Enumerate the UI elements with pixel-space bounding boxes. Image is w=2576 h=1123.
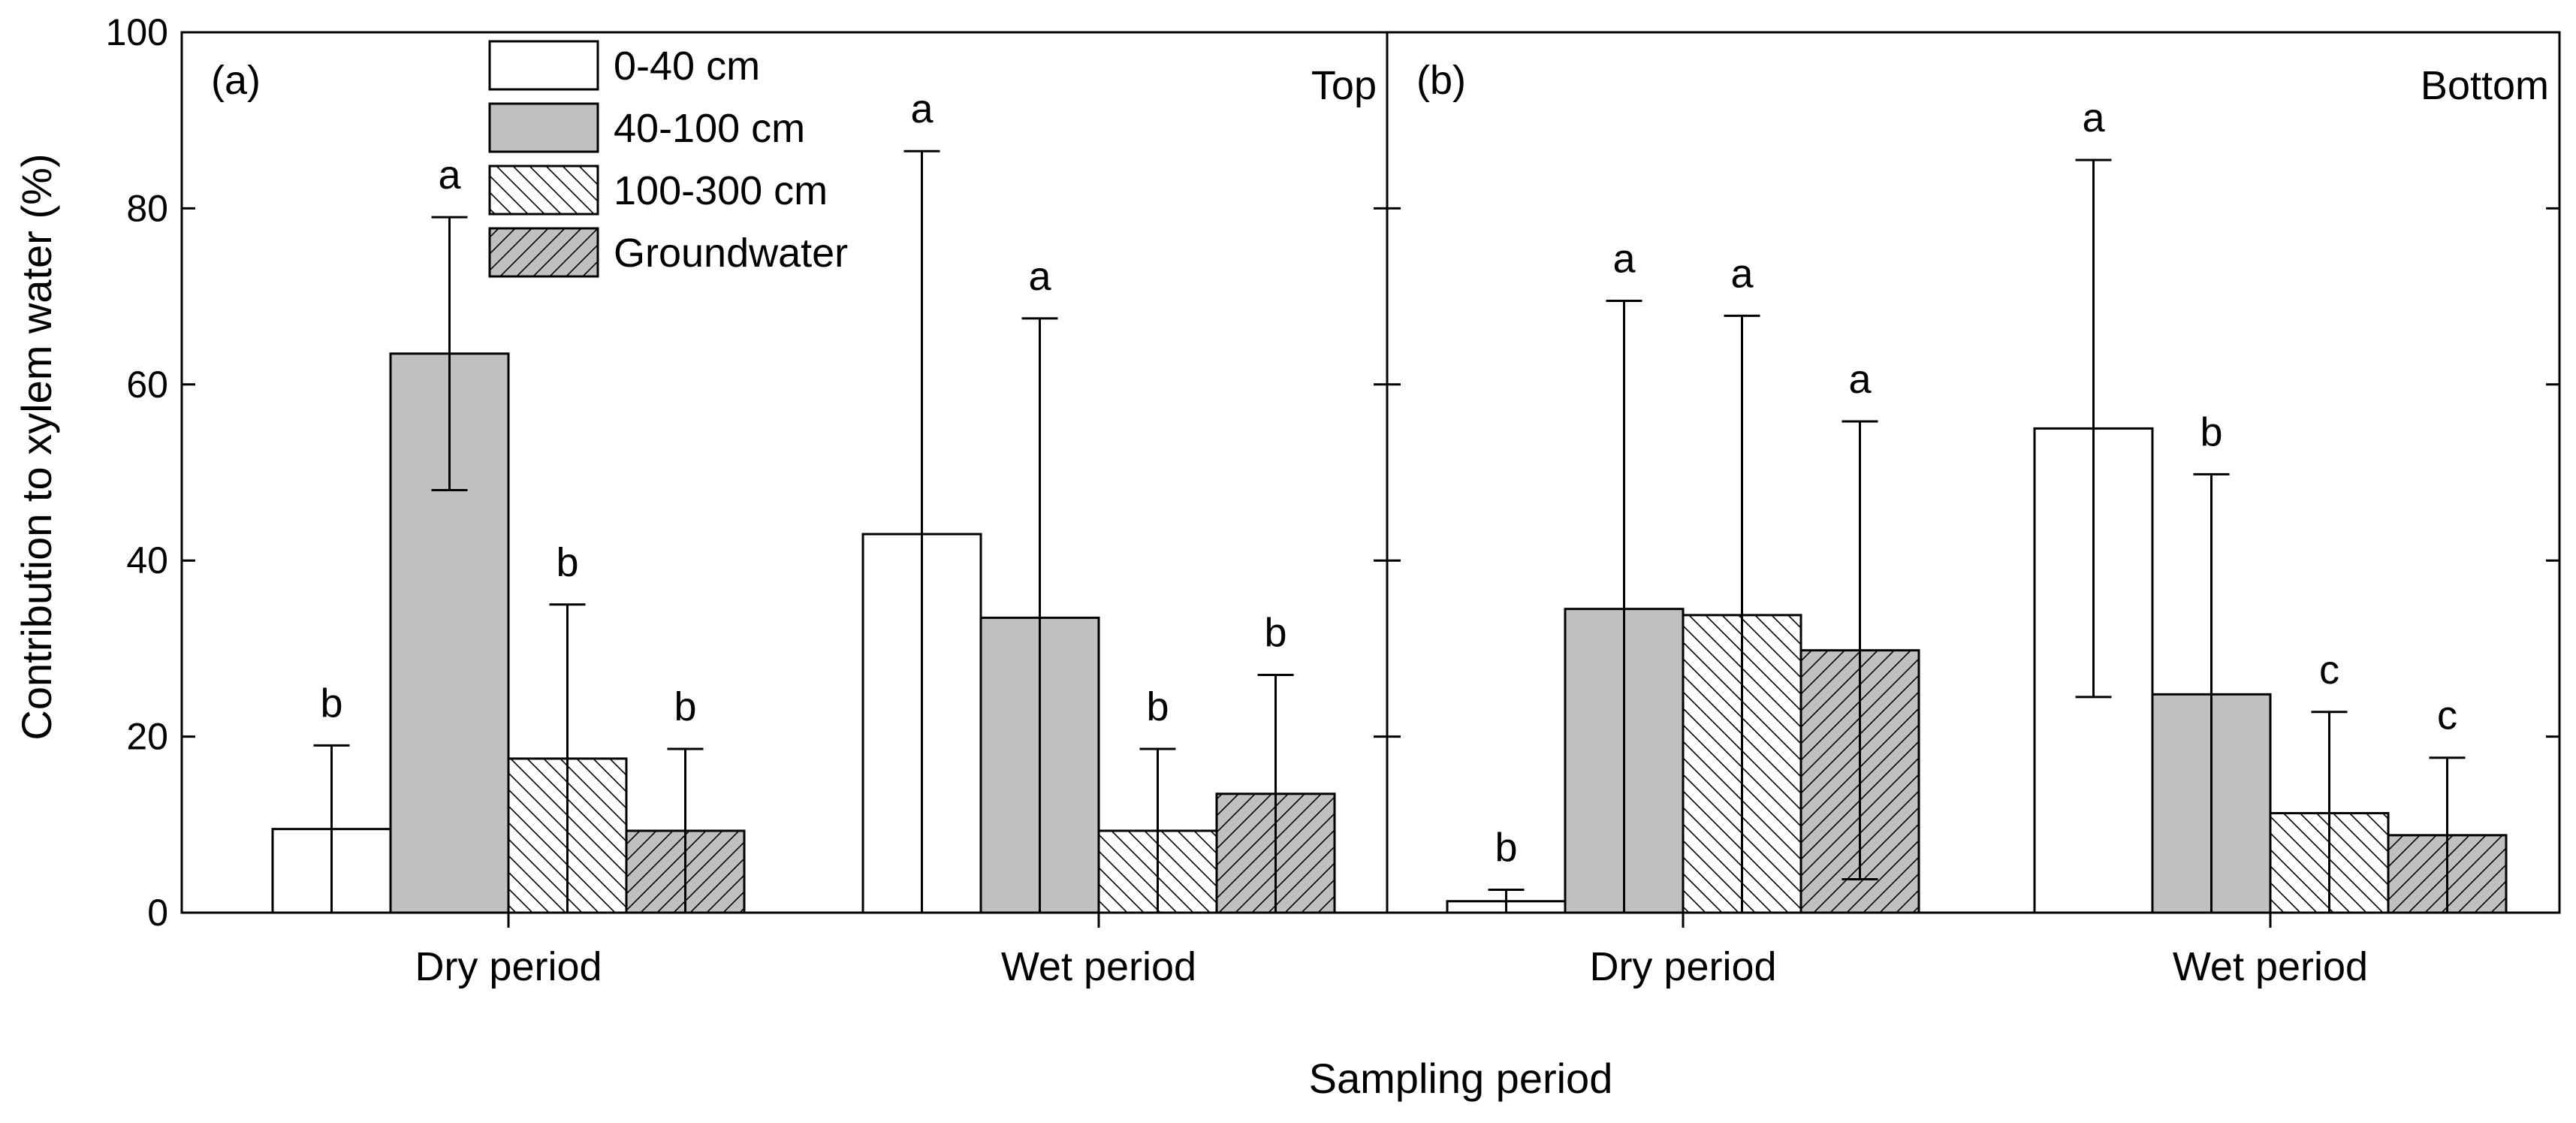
- significance-letter: b: [2200, 409, 2222, 454]
- panel-label: (b): [1416, 58, 1466, 103]
- significance-letter: a: [2082, 95, 2105, 140]
- significance-letter: a: [438, 152, 461, 198]
- panel-a: 0 20 40 60 80 100 Dry period b a b b Wet period a a b b…: [106, 11, 1389, 989]
- significance-letter: a: [1028, 254, 1051, 299]
- significance-letter: a: [910, 86, 934, 131]
- significance-letter: b: [1264, 611, 1286, 656]
- significance-letter: c: [2437, 693, 2457, 738]
- x-category-label: Wet period: [1001, 944, 1196, 989]
- x-axis-title: Sampling period: [1309, 1055, 1613, 1102]
- legend-swatch: [488, 227, 599, 278]
- y-tick-label: 40: [126, 539, 168, 581]
- plot-frame: [180, 31, 1389, 914]
- y-tick-label: 100: [106, 11, 168, 53]
- legend-label: Groundwater: [614, 231, 848, 276]
- y-tick-label: 60: [126, 364, 168, 406]
- legend-swatch: [488, 40, 599, 91]
- significance-letter: b: [1495, 826, 1517, 871]
- legend-swatch: [488, 102, 599, 153]
- x-category-label: Dry period: [1589, 944, 1776, 989]
- significance-letter: b: [556, 540, 578, 585]
- significance-letter: b: [320, 681, 342, 726]
- panel-title: Bottom: [2421, 63, 2549, 108]
- y-tick-label: 80: [126, 187, 168, 229]
- legend-swatch: [488, 165, 599, 216]
- significance-letter: b: [1146, 684, 1169, 729]
- significance-letter: a: [1848, 357, 1872, 402]
- x-category-label: Wet period: [2173, 944, 2368, 989]
- significance-letter: b: [674, 684, 696, 729]
- y-tick-label: 0: [147, 892, 168, 934]
- legend-label: 0-40 cm: [614, 44, 760, 89]
- legend-label: 40-100 cm: [614, 106, 805, 151]
- panel-b: Dry period b a a a Wet period a b c c (b) Bottom: [1386, 31, 2561, 989]
- panels: 0 20 40 60 80 100 Dry period b a b b Wet period a a b b…: [106, 11, 2561, 989]
- significance-letter: c: [2319, 648, 2339, 693]
- plot-frame: [1386, 31, 2561, 914]
- x-category-label: Dry period: [415, 944, 602, 989]
- legend: 0-40 cm 40-100 cm 100-300 cm Groundwater: [488, 40, 848, 278]
- legend-label: 100-300 cm: [614, 168, 828, 213]
- panel-label: (a): [211, 58, 261, 103]
- significance-letter: a: [1612, 236, 1636, 281]
- y-tick-label: 20: [126, 716, 168, 758]
- panel-title: Top: [1311, 63, 1377, 108]
- significance-letter: a: [1730, 251, 1754, 296]
- y-axis-title: Contribution to xylem water (%): [13, 153, 60, 740]
